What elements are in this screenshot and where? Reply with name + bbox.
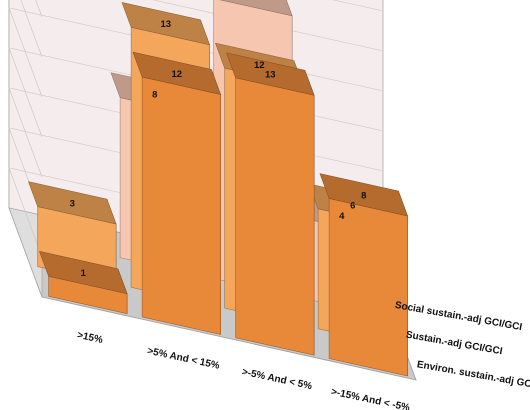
bar-top (319, 173, 408, 217)
category-tick-label: >-15% And < -5% (330, 387, 411, 410)
series-tick-label: Environ. sustain.-adj GCI/GCI (416, 359, 530, 394)
bar-top (28, 181, 117, 225)
gridline (8, 7, 43, 98)
data-label: 8 (361, 190, 366, 201)
bar (39, 250, 128, 315)
data-label: 12 (172, 69, 183, 80)
gridline (8, 87, 43, 178)
bar-front (328, 198, 408, 377)
data-label: 13 (265, 70, 276, 81)
data-label: 3 (70, 198, 75, 209)
gridline (8, 167, 43, 258)
bar-top (39, 250, 128, 295)
bar-top (121, 2, 210, 46)
bar-top (132, 51, 221, 95)
data-label: 14 (243, 0, 254, 1)
data-label: 13 (161, 19, 172, 30)
bar (226, 52, 315, 356)
category-tick-label: >-5% And < 5% (241, 367, 313, 393)
data-label: 4 (339, 211, 345, 222)
series-tick-label: Social sustain.-adj GCI/GCI (394, 300, 523, 333)
data-label: 8 (152, 89, 157, 100)
data-label: 6 (350, 201, 355, 212)
bar (319, 173, 408, 377)
bar-top (219, 0, 293, 17)
series-tick-label: Sustain.-adj GCI/GCI (405, 330, 503, 358)
category-tick-label: >5% And < 15% (146, 346, 220, 372)
bar-front (141, 76, 221, 335)
gridline (20, 0, 43, 58)
chart-bars (28, 0, 408, 377)
gridline (35, 0, 43, 18)
bar (132, 51, 221, 335)
gridline (8, 47, 43, 138)
category-tick-label: >15% (76, 330, 104, 346)
data-label: 12 (254, 60, 265, 71)
bar-top (226, 52, 315, 96)
gridline (152, 0, 384, 52)
bar-front (235, 77, 315, 356)
data-label: 1 (81, 268, 87, 279)
